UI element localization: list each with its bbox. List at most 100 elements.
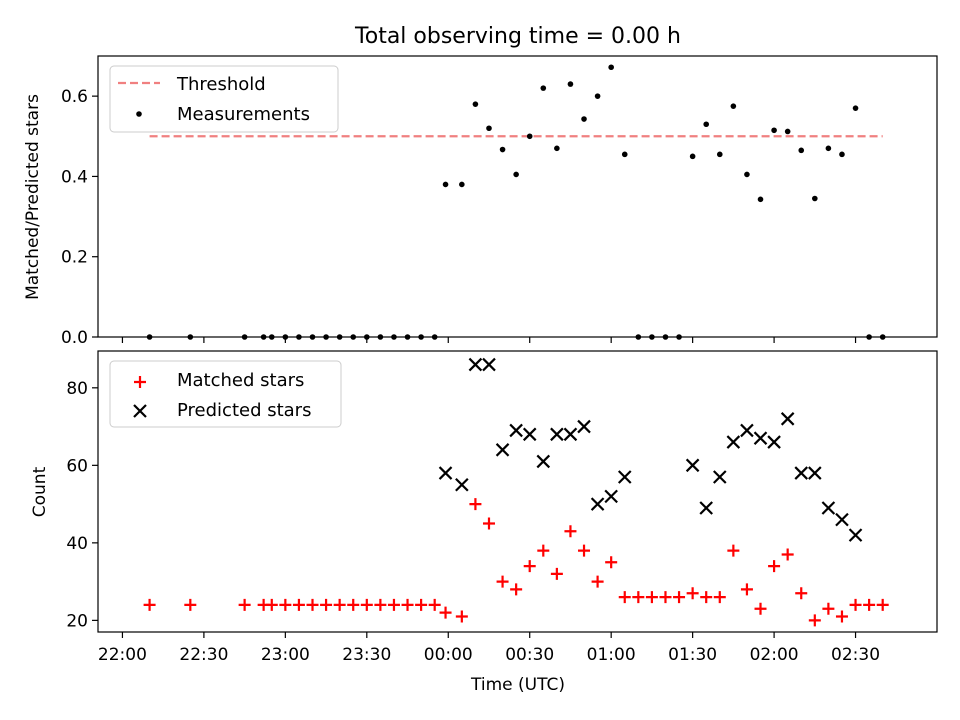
top-y-axis-label: Matched/Predicted stars [23, 94, 43, 300]
measurement-point [513, 171, 519, 178]
legend-measurements-label: Measurements [177, 104, 310, 125]
measurement-point [472, 101, 479, 107]
matched-star-point [510, 583, 523, 596]
predicted-star-point [835, 512, 849, 527]
matched-star-point [564, 525, 577, 538]
predicted-star-point [780, 412, 795, 426]
matched-star-point [523, 560, 536, 573]
measurement-point [852, 105, 859, 111]
measurement-point [812, 195, 818, 202]
measurement-point [757, 196, 764, 203]
measurement-point [608, 64, 614, 71]
predicted-star-point [685, 458, 700, 473]
measurement-point [554, 145, 560, 152]
predicted-star-point [438, 466, 453, 480]
measurement-point [499, 146, 506, 153]
predicted-star-point [455, 477, 469, 492]
measurement-point [703, 121, 710, 128]
matched-star-point [822, 602, 835, 615]
matched-star-point [808, 614, 821, 627]
bottom-plot-area [143, 357, 889, 627]
bottom-y-axis: 20 40 60 80 [66, 379, 98, 631]
matched-star-point [387, 598, 400, 611]
matched-star-point [618, 591, 631, 604]
matched-star-point [184, 598, 197, 611]
predicted-star-point [699, 501, 713, 515]
measurement-point [526, 133, 533, 140]
predicted-star-point [808, 466, 822, 480]
matched-star-point [347, 598, 360, 611]
top-y-tick-label: 0.2 [61, 248, 88, 268]
x-tick-label: 00:30 [505, 645, 554, 665]
matched-star-point [415, 598, 428, 611]
measurement-point [594, 93, 601, 99]
predicted-star-point [482, 357, 496, 372]
top-panel: Total observing time = 0.00 h 0.00.20.40… [23, 24, 938, 348]
matched-star-point [863, 598, 876, 611]
measurement-point [798, 147, 805, 154]
predicted-star-point [577, 419, 591, 434]
matched-star-point [320, 598, 333, 611]
predicted-star-point [726, 435, 741, 449]
top-y-tick-label: 0.4 [61, 167, 88, 187]
x-tick-label: 01:30 [668, 645, 717, 665]
matched-star-point [265, 598, 278, 611]
matched-star-point [279, 598, 292, 611]
predicted-star-point [848, 528, 863, 542]
bottom-x-axis: 22:00 22:30 23:00 23:30 00:00 00:30 01:00 01:30… [98, 632, 880, 665]
predicted-star-point [468, 357, 483, 372]
matched-star-point [439, 606, 452, 619]
bottom-y-tick-label: 20 [66, 611, 88, 631]
matched-star-point [292, 598, 305, 611]
matched-star-point [768, 560, 781, 573]
legend-predicted-label: Predicted stars [177, 400, 311, 421]
measurement-point [839, 151, 845, 158]
measurement-point [716, 151, 723, 158]
x-tick-label: 02:30 [831, 645, 880, 665]
measurement-point [567, 81, 574, 87]
x-tick-label: 22:30 [179, 645, 228, 665]
matched-star-point [632, 591, 645, 604]
matched-star-point [469, 498, 482, 511]
top-y-tick-label: 0.0 [61, 328, 88, 348]
matched-star-point [333, 598, 346, 611]
x-axis-label: Time (UTC) [470, 675, 565, 695]
matched-star-point [740, 583, 753, 596]
matched-star-point [876, 598, 889, 611]
predicted-star-point [740, 423, 754, 438]
bottom-panel: 20 40 60 80 22:00 22:30 23:00 23:30 00:00 00:30 0… [30, 350, 938, 695]
top-y-tick-label: 0.6 [61, 87, 88, 107]
predicted-star-point [767, 435, 781, 449]
legend-threshold-label: Threshold [176, 74, 266, 95]
matched-star-point [578, 544, 591, 557]
bottom-axes-frame [97, 350, 938, 633]
bottom-legend: Matched stars Predicted stars [109, 360, 342, 428]
matched-star-point [401, 598, 414, 611]
x-tick-label: 02:00 [750, 645, 799, 665]
matched-star-point [754, 602, 767, 615]
legend-predicted-swatch [133, 404, 147, 418]
matched-star-point [360, 598, 373, 611]
matched-star-point [550, 567, 563, 580]
measurement-point [540, 85, 547, 91]
top-legend-box [109, 65, 339, 133]
top-axes-frame [97, 55, 938, 338]
predicted-star-point [713, 470, 727, 484]
matched-star-point [835, 610, 848, 623]
predicted-star-point [536, 454, 551, 469]
predicted-star-point [617, 470, 632, 484]
legend-measurements-swatch [136, 111, 142, 117]
bottom-y-tick-label: 60 [66, 456, 88, 476]
predicted-star-point [794, 466, 809, 480]
measurement-point [825, 145, 832, 152]
measurement-point [730, 103, 737, 109]
bottom-y-tick-label: 40 [66, 534, 88, 554]
predicted-star-point [550, 427, 564, 442]
matched-star-point [645, 591, 658, 604]
matched-star-point [795, 587, 808, 600]
measurement-point [459, 181, 465, 188]
predicted-star-point [604, 489, 618, 504]
top-y-axis: 0.0 0.2 0.4 0.6 [61, 87, 98, 348]
bottom-legend-box [109, 360, 342, 428]
matched-star-point [673, 591, 686, 604]
